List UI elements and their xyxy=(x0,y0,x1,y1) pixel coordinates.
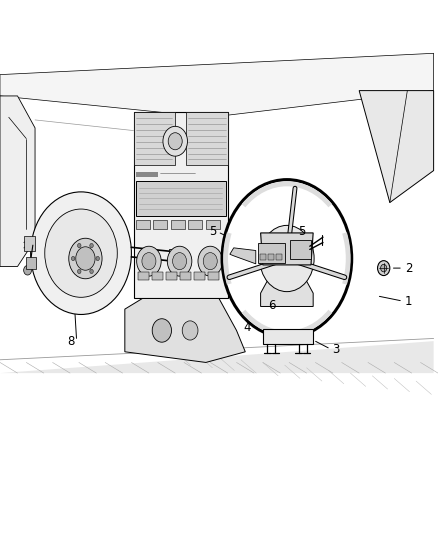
Circle shape xyxy=(182,321,198,340)
Circle shape xyxy=(96,256,99,261)
Circle shape xyxy=(173,253,187,270)
Polygon shape xyxy=(261,233,313,265)
Polygon shape xyxy=(261,277,313,306)
Circle shape xyxy=(163,126,187,156)
Bar xyxy=(153,220,167,229)
Circle shape xyxy=(142,253,156,270)
Bar xyxy=(134,112,228,298)
Bar xyxy=(188,220,202,229)
Bar xyxy=(136,181,226,216)
Circle shape xyxy=(137,246,161,276)
Bar xyxy=(26,257,36,269)
Circle shape xyxy=(78,244,81,248)
Bar xyxy=(206,220,220,229)
Text: 3: 3 xyxy=(332,343,339,356)
Circle shape xyxy=(90,269,93,273)
Bar xyxy=(136,220,150,229)
Circle shape xyxy=(222,180,352,337)
Polygon shape xyxy=(0,96,35,266)
Bar xyxy=(152,272,163,280)
Polygon shape xyxy=(134,112,175,165)
Text: 8: 8 xyxy=(68,335,75,348)
Circle shape xyxy=(45,209,117,297)
Circle shape xyxy=(152,319,172,342)
Circle shape xyxy=(168,133,182,150)
Polygon shape xyxy=(230,248,256,264)
Circle shape xyxy=(24,265,32,275)
Circle shape xyxy=(167,246,192,276)
Bar xyxy=(194,272,205,280)
Polygon shape xyxy=(359,91,434,203)
Bar xyxy=(258,243,285,263)
Bar xyxy=(276,254,283,260)
Circle shape xyxy=(71,256,75,261)
Polygon shape xyxy=(0,341,434,373)
Bar xyxy=(171,220,185,229)
Bar xyxy=(138,272,149,280)
Circle shape xyxy=(69,238,102,279)
Bar xyxy=(260,254,266,260)
Bar xyxy=(166,272,177,280)
Bar xyxy=(290,240,311,259)
Bar xyxy=(169,249,180,262)
Bar xyxy=(268,254,274,260)
Bar xyxy=(180,272,191,280)
Circle shape xyxy=(260,225,314,292)
Circle shape xyxy=(198,246,223,276)
Circle shape xyxy=(378,261,390,276)
Bar xyxy=(24,236,35,251)
Text: 5: 5 xyxy=(209,225,216,238)
Circle shape xyxy=(226,184,348,333)
Bar xyxy=(263,329,313,344)
Circle shape xyxy=(31,192,131,314)
Text: 1: 1 xyxy=(405,295,413,308)
Polygon shape xyxy=(0,53,434,117)
Polygon shape xyxy=(125,298,245,362)
Bar xyxy=(136,172,158,177)
Text: 6: 6 xyxy=(268,299,276,312)
Circle shape xyxy=(381,264,387,272)
Polygon shape xyxy=(186,112,228,165)
Text: 4: 4 xyxy=(244,321,251,334)
Circle shape xyxy=(78,269,81,273)
Text: 2: 2 xyxy=(405,262,413,274)
Circle shape xyxy=(90,244,93,248)
Bar xyxy=(208,272,219,280)
Text: 5: 5 xyxy=(299,225,306,238)
Circle shape xyxy=(203,253,217,270)
Circle shape xyxy=(76,247,95,270)
